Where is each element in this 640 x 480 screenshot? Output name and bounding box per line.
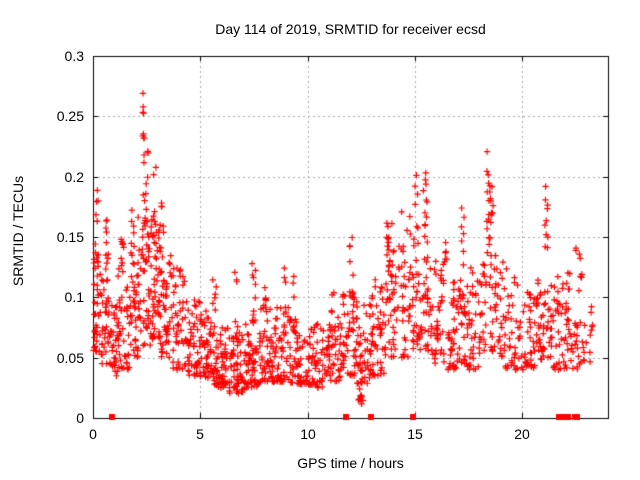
x-tick-label: 10	[300, 426, 316, 442]
x-tick-label: 15	[407, 426, 423, 442]
y-tick-label: 0.2	[64, 169, 84, 185]
chart-title: Day 114 of 2019, SRMTID for receiver ecs…	[215, 21, 486, 37]
x-axis-label: GPS time / hours	[297, 455, 404, 471]
y-tick-label: 0.25	[56, 108, 84, 124]
y-axis-label: SRMTID / TECUs	[10, 175, 26, 287]
x-tick-label: 20	[514, 426, 530, 442]
y-tick-label: 0.1	[64, 289, 84, 305]
y-tick-label: 0.05	[56, 350, 84, 366]
y-tick-label: 0.3	[64, 48, 84, 64]
x-tick-label: 5	[196, 426, 204, 442]
x-tick-label: 0	[89, 426, 97, 442]
y-tick-label: 0.15	[56, 229, 84, 245]
y-tick-label: 0	[76, 410, 84, 426]
